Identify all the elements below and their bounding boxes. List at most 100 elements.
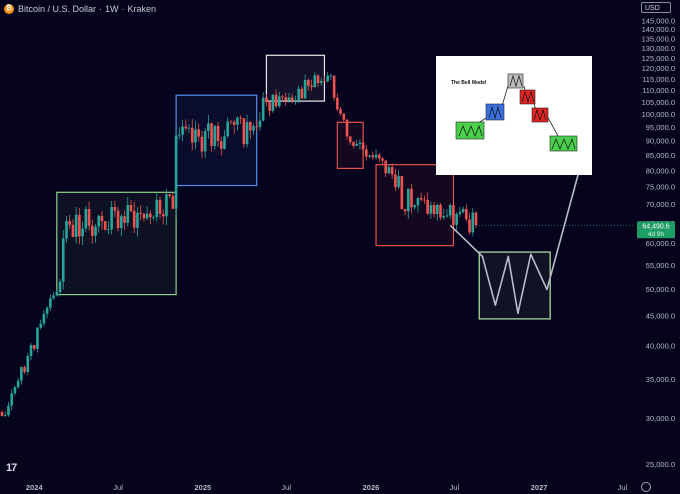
separator: · (99, 4, 103, 14)
candle (319, 81, 323, 84)
last-price-tag: 64,490.64d 9h (476, 221, 675, 239)
price-tick-label: 135,000.0 (642, 34, 675, 43)
candle (36, 327, 39, 349)
candle (223, 136, 226, 149)
candle (103, 221, 107, 230)
candle (100, 215, 104, 222)
candle (45, 307, 49, 314)
candle (274, 94, 278, 107)
candle (171, 196, 175, 209)
candle (113, 206, 117, 211)
candle (178, 134, 181, 136)
candle (68, 221, 72, 225)
candle (281, 96, 284, 98)
price-tick-label: 85,000.0 (646, 151, 675, 160)
price-tag-value: 64,490.6 (642, 223, 669, 230)
candle (84, 209, 88, 229)
price-tick-label: 130,000.0 (642, 44, 675, 53)
price-tick-label: 100,000.0 (642, 110, 675, 119)
candle (336, 97, 339, 110)
candle (174, 135, 178, 209)
candle (419, 197, 423, 200)
bell-model-diagram (455, 73, 578, 152)
candle (355, 143, 358, 146)
price-tick-label: 45,000.0 (646, 312, 675, 321)
interval[interactable]: 1W (105, 4, 119, 14)
candle (129, 205, 133, 211)
candle (239, 117, 242, 119)
price-axis[interactable]: 25,000.0 30,000.0 35,000.0 40,000.0 45,000.0… (642, 16, 675, 469)
candle (465, 209, 468, 220)
candle (187, 127, 191, 129)
markup-block (485, 103, 505, 121)
candle (152, 216, 155, 218)
candle (110, 206, 113, 230)
price-tick-label: 60,000.0 (646, 239, 675, 248)
candle (55, 292, 59, 296)
tradingview-logo[interactable]: 17 (6, 462, 17, 474)
candle (426, 199, 429, 214)
separator: · (121, 4, 125, 14)
candle (200, 136, 204, 152)
gear-icon[interactable] (641, 482, 651, 492)
candle (145, 213, 149, 219)
candle (316, 75, 320, 84)
candle (394, 174, 397, 188)
candle (303, 79, 307, 99)
candle (410, 188, 413, 208)
candle (300, 88, 304, 99)
candle (65, 221, 68, 239)
candle (439, 204, 442, 218)
candle (387, 167, 391, 174)
candle (49, 298, 52, 308)
price-tick-label: 40,000.0 (646, 341, 675, 350)
candle (368, 155, 371, 157)
price-tick-label: 145,000.0 (642, 16, 675, 25)
bell-model-inset: The Bell Model (436, 56, 592, 175)
candle (90, 225, 94, 236)
candle (78, 214, 81, 237)
time-tick-label: Jul (450, 483, 460, 492)
candle (213, 125, 217, 147)
candle (42, 313, 46, 324)
candle (339, 109, 342, 114)
price-tag-background (637, 221, 675, 239)
candle (377, 154, 381, 159)
candle (413, 205, 417, 208)
accumulation-block (455, 121, 485, 140)
price-tick-label: 50,000.0 (646, 285, 675, 294)
candle (348, 136, 352, 143)
price-tick-label: 95,000.0 (646, 123, 675, 132)
candle (0, 411, 4, 416)
symbol-header[interactable]: ₿ Bitcoin / U.S. Dollar · 1W · Kraken (4, 2, 156, 16)
candle (132, 210, 136, 228)
candle (190, 127, 194, 143)
candle (120, 216, 123, 229)
currency-button[interactable]: USD (641, 2, 671, 13)
candle (161, 213, 165, 217)
time-tick-label: 2027 (531, 483, 548, 492)
candle (436, 204, 439, 215)
candle (242, 118, 246, 145)
candle (345, 119, 349, 137)
candle (23, 367, 26, 372)
time-axis[interactable]: 2024 Jul 2025 Jul 2026 Jul 2027 Jul (26, 483, 628, 492)
candle (429, 205, 433, 214)
bitcoin-icon: ₿ (4, 4, 14, 14)
candle (461, 209, 465, 213)
candle (158, 199, 162, 214)
candle (13, 387, 17, 394)
candle (323, 81, 326, 82)
candle (165, 194, 168, 217)
candle (448, 205, 452, 216)
candle (397, 176, 400, 188)
candle (197, 129, 200, 137)
price-tag-countdown: 4d 9h (648, 231, 665, 238)
candle (329, 75, 333, 77)
candle (271, 94, 275, 111)
candle (210, 123, 213, 147)
candle (278, 96, 281, 107)
symbol-name: Bitcoin / U.S. Dollar (18, 4, 97, 14)
candle (265, 97, 268, 103)
price-tick-label: 80,000.0 (646, 166, 675, 175)
